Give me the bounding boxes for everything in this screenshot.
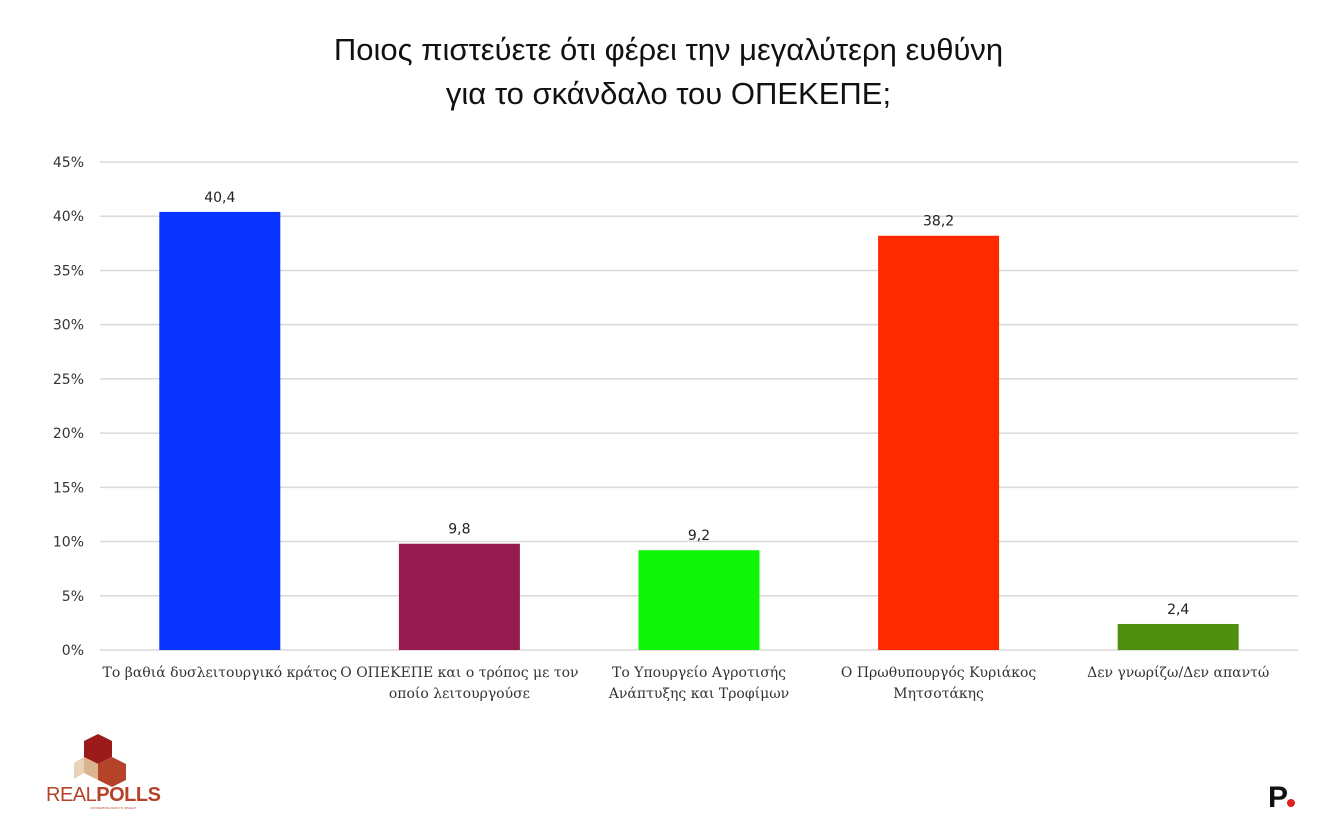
- y-tick-label: 20%: [53, 426, 84, 442]
- x-category-label: Ο ΟΠΕΚΕΠΕ και ο τρόπος με τον: [340, 665, 578, 681]
- y-tick-label: 30%: [53, 318, 84, 334]
- bar: [159, 211, 281, 650]
- data-label: 40,4: [204, 190, 235, 206]
- y-tick-label: 10%: [53, 535, 84, 551]
- bar: [1117, 623, 1239, 650]
- x-category-label: Το Υπουργείο Αγροτισής: [612, 664, 786, 681]
- y-tick-label: 40%: [53, 209, 84, 225]
- brand-mark-letter: P: [1268, 781, 1289, 814]
- data-labels: 40,4 9,8 9,2 38,2 2,4: [204, 190, 1189, 618]
- x-category-label: Το βαθιά δυσλειτουργικό κράτος: [103, 665, 338, 681]
- y-tick-label: 35%: [53, 263, 84, 279]
- y-tick-label: 15%: [53, 480, 84, 496]
- x-category-label: Μητσοτάκης: [893, 686, 984, 702]
- x-category-label: οποίο λειτουργούσε: [389, 685, 530, 702]
- y-tick-label: 25%: [53, 372, 84, 388]
- chart-title-line-2: για το σκάνδαλο του ΟΠΕΚΕΠΕ;: [445, 76, 892, 111]
- chart-title-line-1: Ποιος πιστεύετε ότι φέρει την μεγαλύτερη…: [333, 32, 1004, 67]
- gridlines: [100, 161, 1298, 651]
- data-label: 9,8: [448, 522, 470, 538]
- x-category-label: Ο Πρωθυπουργός Κυριάκος: [841, 665, 1037, 681]
- x-category-label: Δεν γνωρίζω/Δεν απαντώ: [1087, 664, 1269, 681]
- y-tick-label: 45%: [53, 155, 84, 171]
- bar: [878, 235, 1000, 650]
- data-label: 38,2: [923, 214, 954, 230]
- brand-mark-dot: [1287, 799, 1295, 807]
- y-axis-ticks: 0% 5% 10% 15% 20% 25% 30% 35% 40% 45%: [53, 155, 84, 659]
- realpolls-logo: REALPOLLS CONVERTING DATA TO INSIGHT: [46, 730, 166, 810]
- realpolls-logo-text: REALPOLLS: [46, 784, 161, 806]
- x-axis-categories: Το βαθιά δυσλειτουργικό κράτος Ο ΟΠΕΚΕΠΕ …: [103, 664, 1270, 702]
- chart-title: Ποιος πιστεύετε ότι φέρει την μεγαλύτερη…: [0, 28, 1337, 116]
- x-category-label: Ανάπτυξης και Τροφίμων: [608, 685, 789, 702]
- bar: [398, 543, 520, 650]
- data-label: 2,4: [1167, 602, 1189, 618]
- bars: [159, 211, 1239, 650]
- y-tick-label: 0%: [62, 643, 84, 659]
- y-tick-label: 5%: [62, 589, 84, 605]
- realpolls-logo-mark: [74, 734, 126, 787]
- data-label: 9,2: [688, 528, 710, 544]
- realpolls-tagline: CONVERTING DATA TO INSIGHT: [90, 806, 137, 810]
- bar: [638, 550, 760, 650]
